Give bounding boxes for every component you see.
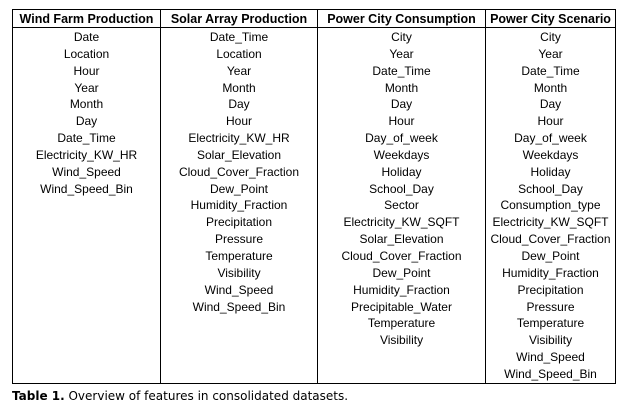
power-city-consumption-features-cell: City Year Date_Time Month Day Hour Day_of_week… — [317, 27, 486, 384]
column-header-wind-farm: Wind Farm Production — [12, 9, 161, 28]
feature-item: Day — [75, 114, 98, 129]
feature-item: Wind_Speed_Bin — [504, 366, 597, 381]
feature-item: Location — [63, 46, 110, 61]
feature-item: Day — [390, 97, 413, 112]
feature-item: Date_Time — [57, 131, 116, 146]
feature-item: Dew_Point — [372, 265, 431, 280]
feature-item: Humidity_Fraction — [502, 265, 599, 280]
feature-item: Visibility — [217, 265, 261, 280]
feature-item: Month — [384, 80, 419, 95]
feature-item: Year — [74, 80, 99, 95]
feature-item: Electricity_KW_SQFT — [492, 215, 609, 230]
header-row: Wind Farm Production Solar Array Product… — [12, 9, 616, 28]
feature-item: Pressure — [526, 299, 575, 314]
feature-item: Year — [226, 63, 252, 78]
feature-item: Date_Time — [521, 63, 580, 78]
feature-item: Precipitation — [205, 215, 273, 230]
feature-item: Hour — [537, 114, 564, 129]
feature-item: Wind_Speed_Bin — [192, 299, 286, 314]
feature-item: Temperature — [205, 248, 273, 263]
feature-item: Day_of_week — [365, 131, 438, 146]
feature-item: Day — [539, 97, 562, 112]
feature-item: Weekdays — [522, 147, 579, 162]
features-table: Wind Farm Production Solar Array Product… — [12, 9, 616, 384]
solar-array-features-cell: Date_Time Location Year Month Day Hour Electri… — [160, 27, 318, 384]
feature-item: Sector — [384, 198, 419, 213]
feature-item: Wind_Speed — [52, 164, 121, 179]
caption-label: Table 1. — [12, 389, 65, 403]
features-table-container: Wind Farm Production Solar Array Product… — [12, 9, 616, 384]
feature-item: Solar_Elevation — [359, 232, 444, 247]
feature-item: Temperature — [516, 316, 585, 331]
feature-item: Weekdays — [373, 147, 430, 162]
feature-item: Year — [389, 46, 414, 61]
feature-item: Cloud_Cover_Fraction — [178, 164, 300, 179]
feature-item: Date_Time — [209, 30, 269, 44]
feature-item: Wind_Speed_Bin — [40, 181, 133, 196]
feature-item: Electricity_KW_SQFT — [343, 215, 460, 230]
feature-item: Precipitable_Water — [351, 299, 452, 314]
feature-item: Consumption_type — [500, 198, 601, 213]
feature-item: Wind_Speed — [204, 282, 274, 297]
feature-item: School_Day — [518, 181, 583, 196]
power-city-scenario-features-cell: City Year Date_Time Month Day Hour Day_of_week… — [485, 27, 616, 384]
feature-item: Electricity_KW_HR — [35, 147, 138, 162]
feature-item: Date — [73, 30, 100, 44]
feature-item: Dew_Point — [521, 248, 580, 263]
feature-item: Month — [533, 80, 568, 95]
feature-item: Dew_Point — [209, 181, 269, 196]
feature-item: Day_of_week — [514, 131, 587, 146]
table-caption: Table 1. Overview of features in consoli… — [12, 389, 348, 403]
feature-item: Temperature — [367, 316, 436, 331]
feature-item: School_Day — [369, 181, 434, 196]
feature-item: Month — [69, 97, 104, 112]
feature-item: Pressure — [214, 232, 264, 247]
feature-item: Solar_Elevation — [196, 147, 282, 162]
feature-item: Year — [538, 46, 563, 61]
wind-farm-features-cell: Date Location Hour Year Month Day Date_Time Ele… — [12, 27, 161, 384]
column-header-power-city-consumption: Power City Consumption — [317, 9, 486, 28]
feature-item: Humidity_Fraction — [353, 282, 450, 297]
feature-item: Holiday — [530, 164, 571, 179]
caption-text: Overview of features in consolidated dat… — [64, 389, 349, 403]
feature-item: Electricity_KW_HR — [188, 131, 290, 146]
feature-item: Cloud_Cover_Fraction — [490, 232, 611, 247]
feature-item: City — [540, 30, 561, 44]
feature-item: City — [391, 30, 412, 44]
column-header-power-city-scenario: Power City Scenario — [485, 9, 616, 28]
feature-item: Month — [222, 80, 256, 95]
feature-item: Visibility — [528, 333, 573, 348]
feature-item: Hour — [73, 63, 100, 78]
feature-item: Hour — [225, 114, 252, 129]
feature-item: Wind_Speed — [516, 350, 585, 365]
feature-item: Visibility — [379, 333, 424, 348]
feature-item: Date_Time — [372, 63, 431, 78]
feature-item: Cloud_Cover_Fraction — [341, 248, 462, 263]
feature-item: Precipitation — [517, 282, 584, 297]
column-header-solar-array: Solar Array Production — [160, 9, 318, 28]
feature-item: Location — [216, 46, 262, 61]
features-row: Date Location Hour Year Month Day Date_Time Ele… — [12, 27, 616, 384]
feature-item: Holiday — [381, 164, 422, 179]
feature-item: Day — [228, 97, 250, 112]
feature-item: Humidity_Fraction — [190, 198, 288, 213]
feature-item: Hour — [388, 114, 415, 129]
